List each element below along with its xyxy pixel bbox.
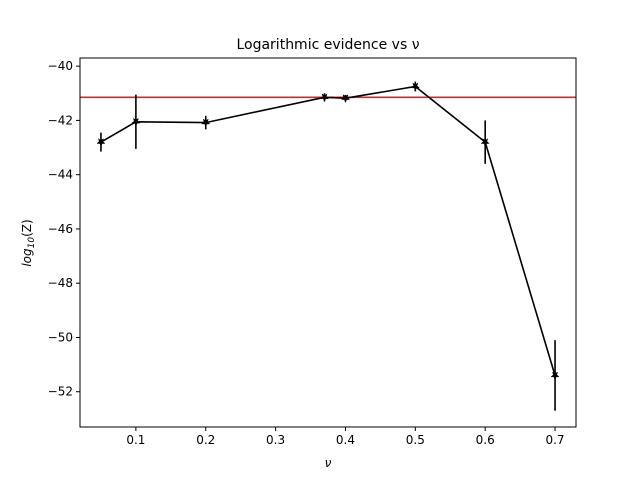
x-tick-label: 0.6 [476, 433, 495, 447]
y-tick-label: −52 [48, 385, 73, 399]
series-line [100, 85, 556, 376]
chart-title: Logarithmic evidence vs ν [236, 37, 419, 53]
x-tick-label: 0.7 [545, 433, 564, 447]
y-tick-label: −46 [48, 222, 73, 236]
y-tick-label: −50 [48, 330, 73, 344]
data-point [201, 118, 211, 128]
y-tick-label: −48 [48, 276, 73, 290]
data-point [550, 371, 560, 381]
x-tick-label: 0.2 [196, 433, 215, 447]
y-tick-label: −42 [48, 113, 73, 127]
x-tick-label: 0.5 [406, 433, 425, 447]
y-axis-label-base: log [20, 248, 34, 267]
data-point [410, 82, 420, 92]
y-tick-label: −40 [48, 59, 73, 73]
data-point [319, 93, 330, 103]
data-point [131, 117, 141, 127]
y-tick-label: −44 [48, 168, 73, 182]
x-tick-label: 0.1 [126, 433, 145, 447]
data-point [480, 138, 490, 148]
data-point [96, 138, 106, 148]
x-axis: 0.1 0.2 0.3 0.4 0.5 0.6 0.7 [126, 427, 565, 447]
data-point [340, 94, 351, 104]
y-axis-label-rest: (Z) [20, 219, 34, 237]
y-axis-label: log10(Z) [20, 219, 37, 266]
x-tick-label: 0.3 [266, 433, 285, 447]
y-axis: −40 −42 −44 −46 −48 −50 −52 [48, 59, 80, 399]
x-axis-label: ν [325, 456, 332, 470]
plot-area [80, 81, 576, 411]
axes-frame [79, 57, 577, 428]
x-tick-label: 0.4 [336, 433, 355, 447]
y-axis-label-subscript: 10 [27, 237, 37, 249]
